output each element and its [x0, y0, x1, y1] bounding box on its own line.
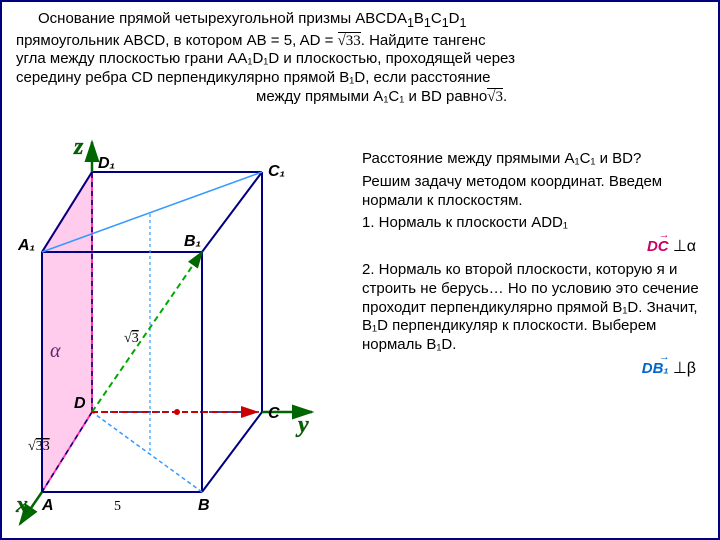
q-distance: Расстояние между прямыми A₁C₁ и BD?	[362, 150, 710, 169]
problem-statement: Основание прямой четырехугольной призмы …	[2, 2, 718, 107]
axis-y: y	[295, 412, 309, 438]
r-normal2: 2. Нормаль ко второй плоскости, которую …	[362, 261, 710, 355]
prism-figure: √3 z y x α 5 √33 A B C D A₁ B₁ C₁ D₁	[12, 132, 352, 532]
label-five: 5	[114, 499, 121, 514]
p-line2a: прямоугольник ABCD, в котором AB = 5, AD…	[16, 32, 338, 49]
axis-x: x	[15, 492, 28, 518]
p-line3: угла между плоскостью грани AA₁D₁D и пло…	[16, 50, 704, 69]
solution-column: Расстояние между прямыми A₁C₁ и BD? Реши…	[362, 150, 710, 383]
v-C1: C₁	[268, 163, 285, 180]
label-sqrt3: √3	[124, 331, 139, 346]
v-A: A	[41, 497, 54, 514]
v-A1: A₁	[17, 237, 35, 254]
axis-z: z	[73, 134, 84, 160]
db-perp: ⊥β	[673, 360, 696, 377]
dc-perp: ⊥α	[673, 238, 696, 255]
v-D: D	[74, 395, 86, 412]
p-line1a: Основание прямой четырехугольной призмы …	[38, 10, 407, 27]
v-D1: D₁	[98, 155, 115, 172]
p-line4: середину ребра CD перпендикулярно прямой…	[16, 69, 704, 88]
r-method: Решим задачу методом координат. Введем н…	[362, 173, 710, 211]
v-C: C	[268, 405, 280, 422]
label-alpha: α	[50, 340, 61, 362]
label-sqrt33: √33	[28, 439, 50, 454]
v-B1: B₁	[184, 233, 201, 250]
p-line5a: между прямыми A₁C₁ и BD равно	[256, 88, 487, 105]
v-B: B	[198, 497, 210, 514]
